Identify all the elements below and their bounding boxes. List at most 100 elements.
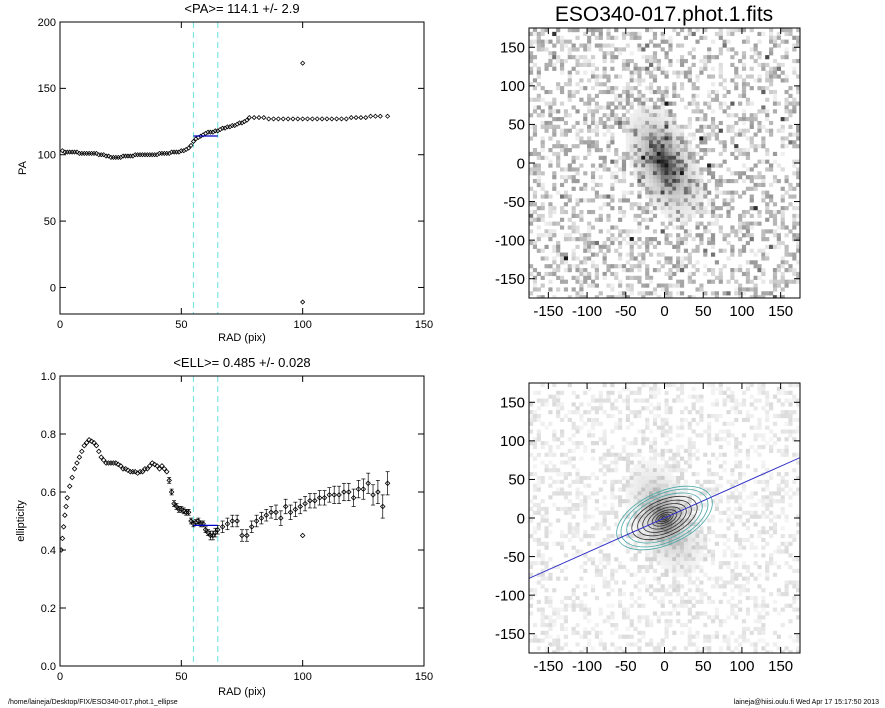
pixel	[556, 275, 561, 280]
pixel	[645, 268, 650, 273]
pixel	[714, 132, 719, 137]
pixel	[556, 615, 561, 620]
pixel	[676, 619, 681, 624]
pixel	[529, 638, 534, 643]
pixel	[676, 553, 681, 558]
pixel	[583, 530, 588, 535]
pixel	[633, 213, 638, 218]
pixel	[726, 31, 731, 37]
ell-point	[171, 500, 177, 507]
pixel	[629, 619, 634, 624]
pixel	[598, 611, 603, 616]
pixel	[618, 390, 623, 395]
pixel	[718, 213, 723, 218]
pixel	[598, 47, 603, 52]
pixel	[769, 128, 774, 133]
pixel	[610, 487, 615, 492]
pixel	[645, 383, 650, 388]
pixel	[672, 510, 677, 515]
pixel	[563, 634, 569, 639]
pixel	[610, 491, 615, 496]
pixel	[637, 82, 642, 87]
pixel	[637, 97, 642, 102]
pixel	[780, 136, 785, 141]
pixel	[660, 510, 665, 515]
pixel	[687, 182, 692, 188]
pixel	[563, 475, 569, 481]
pixel	[633, 487, 638, 492]
pixel	[540, 140, 545, 145]
pixel	[730, 595, 735, 601]
pixel	[796, 646, 800, 651]
pixel	[579, 78, 584, 83]
pixel	[567, 491, 572, 496]
pixel	[664, 256, 669, 261]
pixel	[590, 584, 596, 589]
pixel	[544, 510, 549, 515]
pixel	[660, 124, 665, 129]
pixel	[536, 510, 541, 515]
pixel	[587, 151, 592, 157]
pixel	[730, 248, 735, 253]
pixel	[656, 619, 661, 624]
ell-point	[370, 492, 376, 498]
pixel	[629, 89, 634, 95]
pixel	[610, 51, 615, 56]
pixel	[637, 221, 642, 226]
pixel	[540, 623, 545, 628]
pixel	[618, 291, 623, 296]
pixel	[637, 229, 642, 234]
pixel	[776, 43, 781, 48]
pixel	[672, 283, 677, 288]
pixel	[710, 39, 716, 44]
pixel	[606, 213, 611, 218]
pixel	[784, 74, 789, 79]
pixel	[776, 499, 781, 504]
pixel	[772, 101, 778, 106]
pixel	[687, 460, 692, 465]
pixel	[637, 252, 642, 257]
pixel	[610, 101, 615, 106]
pixel	[730, 433, 735, 438]
pixel	[656, 186, 661, 191]
pixel	[571, 448, 576, 453]
pixel	[649, 479, 654, 484]
pixel	[633, 256, 638, 261]
pixel	[695, 611, 700, 616]
pixel	[730, 225, 735, 230]
pixel	[695, 553, 700, 558]
pixel	[734, 66, 739, 71]
pixel	[707, 221, 712, 226]
pixel	[672, 124, 677, 129]
pixel	[618, 97, 623, 102]
pixel	[722, 398, 727, 403]
pixel	[687, 456, 692, 461]
pixel	[718, 510, 723, 515]
pixel	[772, 433, 778, 438]
pixel	[726, 209, 731, 215]
pa-point	[372, 113, 379, 119]
pixel	[734, 499, 739, 504]
pixel	[602, 252, 607, 257]
pixel	[579, 268, 584, 273]
pixel	[548, 495, 553, 500]
pixel	[610, 503, 615, 508]
pixel	[532, 503, 538, 508]
pixel	[718, 275, 723, 280]
pixel	[776, 178, 781, 184]
pixel	[722, 109, 727, 114]
pixel	[718, 206, 723, 211]
pixel	[668, 233, 673, 238]
pixel	[761, 545, 766, 550]
pixel	[660, 530, 665, 535]
pixel	[567, 295, 572, 298]
pixel	[741, 626, 747, 632]
pixel	[614, 271, 619, 277]
pixel	[660, 35, 665, 40]
pixel	[749, 383, 754, 388]
pixel	[668, 213, 673, 218]
pixel	[683, 487, 689, 492]
pixel	[641, 441, 646, 446]
pixel	[796, 28, 800, 33]
pixel	[668, 564, 673, 570]
